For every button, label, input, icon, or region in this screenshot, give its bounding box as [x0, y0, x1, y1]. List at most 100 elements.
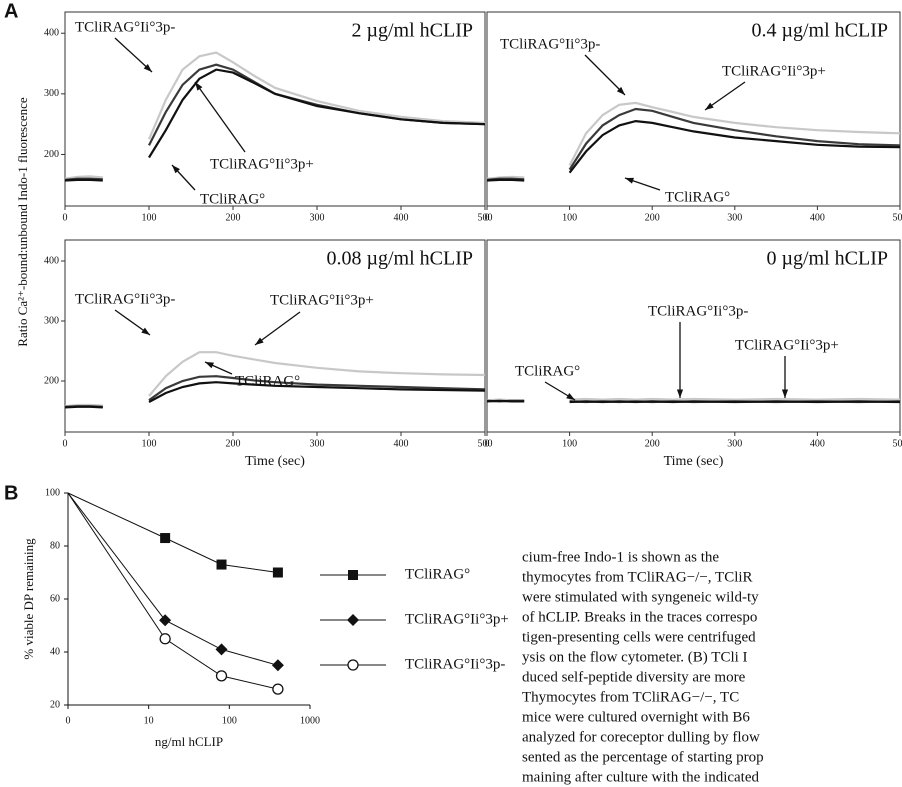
arrow-head — [255, 337, 264, 345]
y-tick-label: 80 — [50, 540, 60, 551]
legend-label: TCliRAG°Ii°3p+ — [405, 611, 509, 627]
panel-title: 0.08 µg/ml hCLIP — [326, 248, 473, 270]
x-tick-label: 0 — [66, 715, 71, 726]
x-tick-label: 100 — [562, 212, 577, 223]
caption-line: cium-free Indo-1 is shown as the — [522, 549, 719, 565]
marker — [159, 633, 171, 645]
arrow-head — [172, 165, 180, 174]
trace-label: TCliRAG°Ii°3p- — [75, 19, 175, 35]
caption-line: tigen-presenting cells were centrifuged — [522, 629, 756, 645]
caption-line: were stimulated with syngeneic wild-ty — [522, 589, 759, 605]
x-tick-label: 200 — [645, 212, 660, 223]
caption-line: maining after culture with the indicated — [522, 769, 759, 785]
x-tick-label: 0 — [63, 212, 68, 223]
arrow-head — [141, 327, 150, 335]
trace-label: TCliRAG°Ii°3p+ — [210, 156, 314, 172]
x-axis-label: Time (sec) — [245, 454, 305, 469]
marker — [160, 533, 171, 544]
arrow-head — [566, 393, 575, 400]
marker — [271, 659, 284, 672]
x-tick-label: 200 — [645, 438, 660, 449]
y-tick-label: 100 — [45, 487, 60, 498]
marker — [215, 670, 228, 682]
x-tick-label: 400 — [394, 212, 409, 223]
x-tick-label: 10 — [144, 715, 154, 726]
y-tick-label: 400 — [44, 28, 59, 39]
x-tick-label: 100 — [142, 438, 157, 449]
y-tick-label: 40 — [50, 646, 60, 657]
caption-line: of hCLIP. Breaks in the traces correspo — [522, 609, 757, 625]
panel-letter: B — [4, 482, 18, 504]
x-tick-label: 500 — [893, 438, 902, 449]
x-tick-label: 500 — [478, 212, 493, 223]
trace — [486, 397, 901, 402]
trace — [486, 119, 901, 182]
y-tick-label: 300 — [44, 315, 59, 326]
y-tick-label: 60 — [50, 593, 60, 604]
caption-line: thymocytes from TCliRAG−/−, TCliR — [522, 569, 753, 585]
y-tick-label: 200 — [44, 149, 59, 160]
x-tick-label: 100 — [142, 212, 157, 223]
arrow-head — [676, 389, 684, 398]
marker — [215, 643, 228, 656]
y-axis-label: Ratio Ca²⁺-bound:unbound Indo-1 fluoresc… — [15, 97, 30, 347]
series-line — [67, 492, 278, 573]
panel-title: 0 µg/ml hCLIP — [766, 248, 888, 270]
marker — [272, 683, 284, 695]
y-tick-label: 300 — [44, 88, 59, 99]
trace-label: TCliRAG°Ii°3p+ — [735, 337, 839, 353]
trace — [64, 51, 486, 180]
x-tick-label: 0 — [63, 438, 68, 449]
trace — [486, 101, 901, 180]
caption-line: mice were cultured overnight with B6 — [522, 709, 750, 725]
arrow-head — [143, 64, 152, 72]
trace-label: TCliRAG°Ii°3p+ — [722, 63, 826, 79]
trace-label: TCliRAG°Ii°3p+ — [270, 292, 374, 308]
x-tick-label: 100 — [222, 715, 237, 726]
x-tick-label: 400 — [810, 212, 825, 223]
plot-frame — [64, 239, 486, 433]
trace-label: TCliRAG° — [235, 373, 300, 389]
y-tick-label: 20 — [50, 699, 60, 710]
x-tick-label: 500 — [478, 438, 493, 449]
y-tick-label: 400 — [44, 255, 59, 266]
trace-label: TCliRAG°Ii°3p- — [648, 303, 748, 319]
x-tick-label: 0 — [485, 438, 490, 449]
caption-line: duced self-peptide diversity are more — [522, 669, 746, 685]
y-axis-label: % viable DP remaining — [21, 538, 36, 660]
arrow-head — [705, 102, 714, 110]
panel-title: 2 µg/ml hCLIP — [351, 20, 473, 42]
x-axis-label: Time (sec) — [664, 454, 724, 469]
x-tick-label: 300 — [727, 438, 742, 449]
trace-label: TCliRAG° — [515, 363, 580, 379]
trace-label: TCliRAG° — [665, 189, 730, 205]
trace-label: TCliRAG°Ii°3p- — [75, 291, 175, 307]
marker — [159, 614, 172, 627]
x-tick-label: 0 — [485, 212, 490, 223]
trace — [64, 68, 486, 182]
x-tick-label: 500 — [893, 212, 902, 223]
trace-label: TCliRAG° — [200, 191, 265, 207]
plot-frame — [64, 11, 486, 207]
trace — [486, 399, 901, 404]
trace — [486, 107, 901, 181]
y-tick-label: 200 — [44, 375, 59, 386]
x-tick-label: 400 — [394, 438, 409, 449]
caption-line: analyzed for coreceptor dulling by flow — [522, 729, 760, 745]
x-tick-label: 200 — [226, 438, 241, 449]
x-tick-label: 1000 — [300, 715, 320, 726]
x-tick-label: 300 — [310, 212, 325, 223]
legend-marker — [348, 570, 358, 580]
trace-label: TCliRAG°Ii°3p- — [500, 36, 600, 52]
arrow — [584, 54, 626, 96]
plot-frame — [486, 239, 901, 433]
x-tick-label: 100 — [562, 438, 577, 449]
series-line — [67, 492, 279, 666]
x-tick-label: 300 — [727, 212, 742, 223]
legend-marker — [347, 659, 359, 671]
caption-line: ysis on the flow cytometer. (B) TCli I — [522, 649, 748, 665]
arrow-head — [616, 86, 625, 95]
arrow-head — [625, 177, 634, 184]
